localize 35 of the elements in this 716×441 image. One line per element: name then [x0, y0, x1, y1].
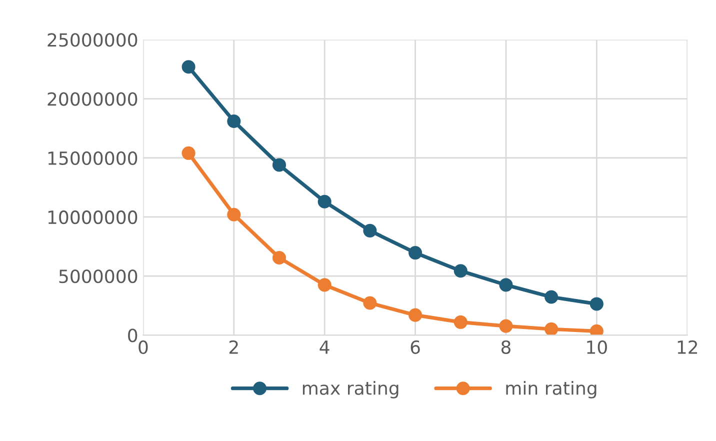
- point: [544, 290, 558, 304]
- point: [318, 194, 332, 208]
- x-tick-label: 2: [229, 340, 238, 354]
- point: [227, 208, 241, 222]
- point: [590, 297, 604, 311]
- y-tick-label: 10000000: [48, 210, 138, 224]
- point: [272, 158, 286, 172]
- point: [454, 315, 468, 329]
- legend-label: min rating: [506, 380, 596, 398]
- point: [363, 296, 377, 310]
- y-tick-label: 20000000: [48, 92, 138, 106]
- point: [408, 308, 422, 322]
- point: [590, 324, 604, 336]
- point: [499, 319, 513, 333]
- point: [182, 146, 196, 160]
- point: [499, 278, 513, 292]
- x-tick-label: 6: [410, 340, 420, 354]
- y-tick-label: 25000000: [48, 33, 138, 47]
- point: [227, 114, 241, 128]
- point: [318, 278, 332, 292]
- y-tick-label: 15000000: [48, 151, 138, 165]
- y-tick-label: 0: [128, 328, 138, 342]
- x-tick-label: 10: [587, 340, 607, 354]
- point: [544, 322, 558, 336]
- point: [272, 250, 286, 265]
- point: [408, 246, 422, 260]
- y-tick-label: 5000000: [59, 270, 138, 284]
- point: [182, 60, 196, 74]
- legend-label: max rating: [302, 380, 398, 398]
- x-tick-label: 12: [678, 340, 698, 354]
- point: [454, 264, 468, 278]
- point: [363, 224, 377, 238]
- x-tick-label: 0: [138, 340, 148, 354]
- x-tick-label: 4: [320, 340, 330, 354]
- x-tick-label: 8: [501, 340, 510, 354]
